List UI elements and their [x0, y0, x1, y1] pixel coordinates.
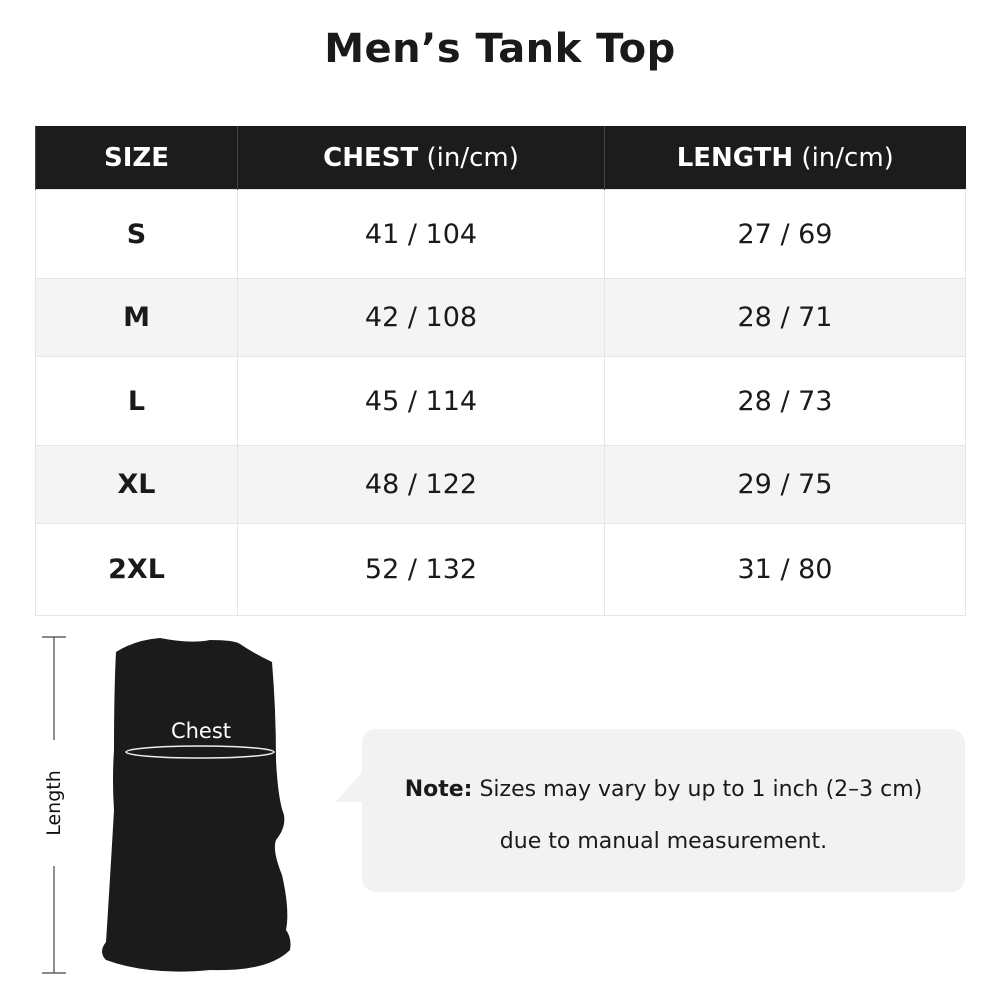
- chest-cell: 42 / 108: [237, 278, 605, 357]
- note-pointer: [336, 770, 364, 802]
- length-cell: 31 / 80: [604, 523, 966, 616]
- chest-cell: 52 / 132: [237, 523, 605, 616]
- size-cell: XL: [35, 445, 238, 524]
- table-row: M 42 / 108 28 / 71: [35, 278, 966, 357]
- size-cell: S: [35, 189, 238, 279]
- length-cell: 27 / 69: [604, 189, 966, 279]
- chest-measure-icon: [125, 745, 275, 759]
- note-line-2: due to manual measurement.: [499, 829, 828, 854]
- chest-cell: 45 / 114: [237, 356, 605, 446]
- table-row: S 41 / 104 27 / 69: [35, 189, 966, 279]
- length-label: Length: [43, 770, 65, 836]
- header-chest: CHEST (in/cm): [237, 126, 605, 190]
- length-cell: 28 / 71: [604, 278, 966, 357]
- size-cell: 2XL: [35, 523, 238, 616]
- size-chart-table: SIZE CHEST (in/cm) LENGTH (in/cm) S 41 /…: [35, 126, 966, 616]
- header-length: LENGTH (in/cm): [604, 126, 966, 190]
- table-row: 2XL 52 / 132 31 / 80: [35, 523, 966, 616]
- tank-top-diagram: Length Chest: [42, 636, 291, 974]
- table-row: L 45 / 114 28 / 73: [35, 356, 966, 446]
- tank-top-icon: [102, 638, 291, 972]
- note-line-1: Note: Sizes may vary by up to 1 inch (2–…: [404, 777, 923, 802]
- size-cell: M: [35, 278, 238, 357]
- page-title: Men’s Tank Top: [324, 26, 676, 72]
- chest-label: Chest: [171, 719, 231, 743]
- note-box: Note: Sizes may vary by up to 1 inch (2–…: [362, 729, 965, 892]
- size-cell: L: [35, 356, 238, 446]
- length-cell: 29 / 75: [604, 445, 966, 524]
- chest-cell: 48 / 122: [237, 445, 605, 524]
- length-measure-icon: [42, 636, 66, 974]
- chest-cell: 41 / 104: [237, 189, 605, 279]
- table-row: XL 48 / 122 29 / 75: [35, 445, 966, 524]
- length-cell: 28 / 73: [604, 356, 966, 446]
- table-header: SIZE CHEST (in/cm) LENGTH (in/cm): [35, 126, 966, 190]
- header-size: SIZE: [35, 126, 238, 190]
